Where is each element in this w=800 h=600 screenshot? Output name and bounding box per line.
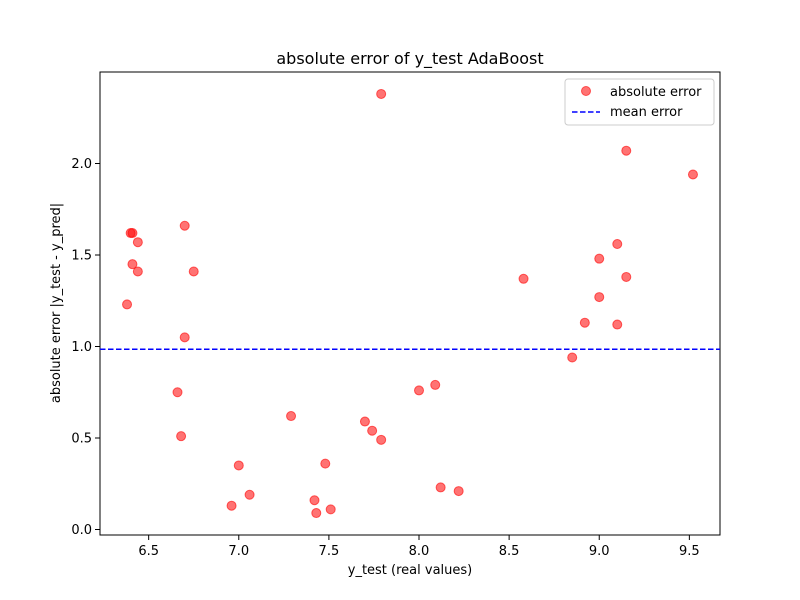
- data-point: [376, 434, 387, 445]
- x-tick-label: 9.0: [589, 544, 610, 559]
- y-tick-label: 2.0: [71, 157, 92, 172]
- legend: absolute error mean error: [564, 78, 715, 126]
- legend-label-mean-error: mean error: [610, 105, 683, 120]
- scatter-points: [122, 88, 698, 519]
- x-tick-label: 8.0: [409, 544, 430, 559]
- data-point: [320, 458, 331, 469]
- data-point: [594, 253, 605, 264]
- y-tick-label: 0.5: [71, 432, 92, 447]
- data-point: [233, 460, 244, 471]
- data-point: [127, 228, 138, 239]
- data-point: [226, 500, 237, 511]
- data-point: [621, 145, 632, 156]
- data-point: [579, 317, 590, 328]
- data-point: [359, 416, 370, 427]
- data-point: [179, 332, 190, 343]
- y-axis: 0.0 0.5 1.0 1.5 2.0: [71, 157, 100, 538]
- y-tick-label: 1.5: [71, 249, 92, 264]
- data-point: [179, 220, 190, 231]
- data-point: [122, 299, 133, 310]
- x-axis-title: y_test (real values): [348, 563, 472, 578]
- data-point: [453, 486, 464, 497]
- x-axis: 6.5 7.0 7.5 8.0 8.5 9.0 9.5: [138, 535, 700, 559]
- legend-label-absolute-error: absolute error: [610, 85, 702, 100]
- data-point: [687, 169, 698, 180]
- data-point: [612, 239, 623, 250]
- legend-box: [564, 78, 715, 126]
- x-tick-label: 9.5: [679, 544, 700, 559]
- data-point: [367, 425, 378, 436]
- data-point: [244, 489, 255, 500]
- data-point: [594, 292, 605, 303]
- plot-area-frame: [99, 71, 721, 536]
- data-point: [172, 387, 183, 398]
- data-point: [188, 266, 199, 277]
- data-point: [414, 385, 425, 396]
- data-point: [518, 273, 529, 284]
- legend-marker-absolute-error: [581, 86, 591, 96]
- data-point: [435, 482, 446, 493]
- data-point: [127, 259, 138, 270]
- y-axis-title: absolute error |y_test - y_pred|: [49, 203, 64, 403]
- data-point: [567, 352, 578, 363]
- data-point: [612, 319, 623, 330]
- x-tick-label: 7.5: [319, 544, 340, 559]
- x-tick-label: 8.5: [499, 544, 520, 559]
- data-point: [376, 88, 387, 99]
- data-point: [325, 504, 336, 515]
- data-point: [176, 431, 187, 442]
- data-point: [621, 271, 632, 282]
- x-tick-label: 7.0: [228, 544, 249, 559]
- x-tick-label: 6.5: [138, 544, 159, 559]
- data-point: [430, 379, 441, 390]
- data-point: [132, 266, 143, 277]
- data-point: [286, 411, 297, 422]
- y-tick-label: 0.0: [71, 523, 92, 538]
- y-tick-label: 1.0: [71, 340, 92, 355]
- data-point: [309, 495, 320, 506]
- data-point: [132, 237, 143, 248]
- data-point: [311, 508, 322, 519]
- chart-title: absolute error of y_test AdaBoost: [276, 49, 543, 69]
